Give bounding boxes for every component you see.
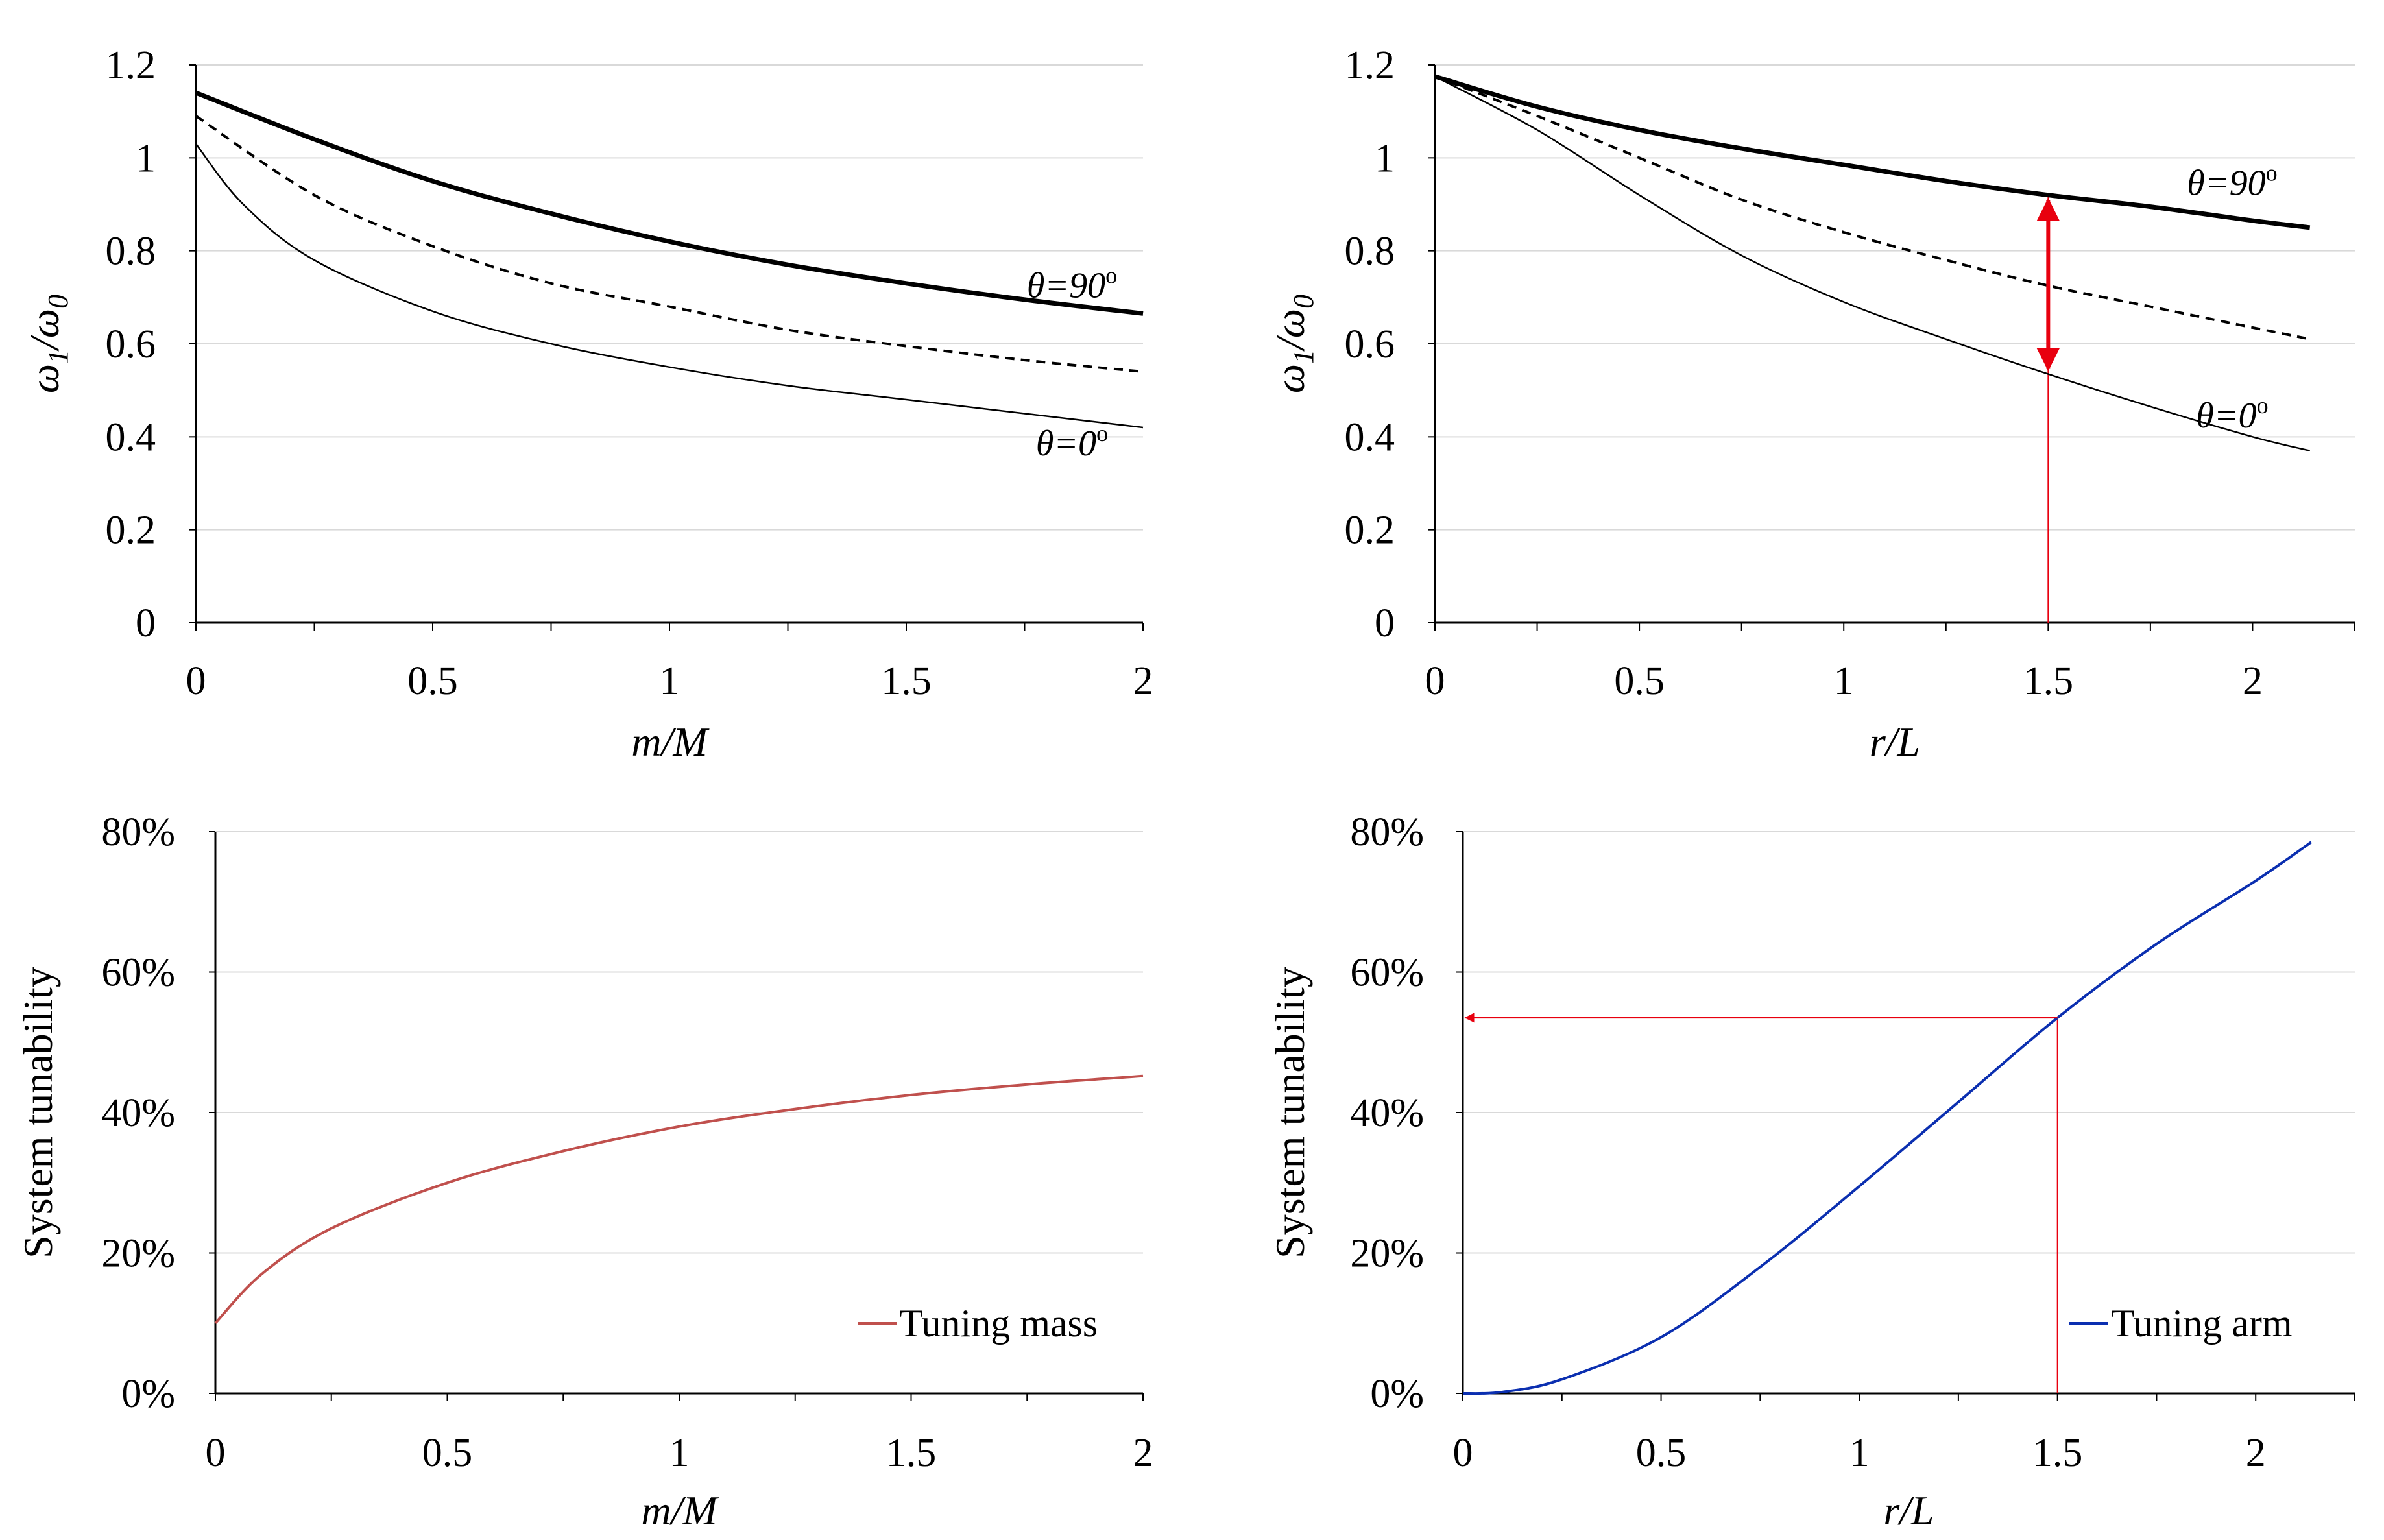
y-tick-label: 0.6 [1345, 322, 1395, 367]
x-tick-label: 1 [669, 1431, 690, 1475]
y-tick-label: 40% [1350, 1091, 1424, 1135]
y-tick-label: 40% [101, 1091, 175, 1135]
x-tick-label: 1.5 [2032, 1431, 2083, 1475]
y-tick-label: 80% [1350, 810, 1424, 854]
x-tick-label: 0 [1453, 1431, 1473, 1475]
x-tick-label: 2 [2246, 1431, 2266, 1475]
chart-panel-top-left: 0 0.2 0.4 0.6 0.8 1 1.2 0 0.5 1 1.5 2 m/M ω1/ω0 θ=90o θ… [21, 43, 1153, 765]
y-tick-label: 0% [121, 1372, 175, 1416]
x-tick-label: 0 [1425, 659, 1445, 703]
y-tick-label: 1.2 [1345, 43, 1395, 88]
x-tick-label: 0.5 [422, 1431, 473, 1475]
legend-label: Tuning mass [899, 1302, 1098, 1345]
x-tick-label: 1 [660, 659, 680, 703]
x-tick-label: 2 [2243, 659, 2263, 703]
x-tick-label: 2 [1133, 659, 1153, 703]
series-line [214, 1074, 1144, 1325]
y-tick-label: 60% [1350, 951, 1424, 995]
series-line [1434, 74, 2311, 230]
x-tick-label: 1 [1849, 1431, 1870, 1475]
x-axis-label: r/L [1870, 719, 1920, 765]
x-tick-label: 2 [1133, 1431, 1153, 1475]
x-tick-label: 0.5 [407, 659, 458, 703]
theta-annotation: θ=90o [2187, 160, 2277, 204]
y-tick-label: 0.8 [106, 230, 156, 274]
y-tick-label: 0.2 [106, 509, 156, 553]
y-axis-label: ω1/ω0 [1267, 295, 1319, 393]
series-line [195, 90, 1144, 316]
y-tick-label: 1 [136, 136, 156, 180]
y-tick-label: 1 [1375, 136, 1395, 180]
y-tick-label: 20% [101, 1232, 175, 1276]
series-line [1434, 75, 2311, 341]
y-tick-label: 0.8 [1345, 230, 1395, 274]
y-tick-label: 0.4 [106, 415, 156, 459]
y-tick-label: 0.4 [1345, 415, 1395, 459]
x-tick-label: 0.5 [1636, 1431, 1687, 1475]
series-line [195, 115, 1144, 373]
y-axis-label: System tunability [1267, 967, 1313, 1258]
y-tick-label: 0 [1375, 601, 1395, 645]
y-tick-label: 1.2 [106, 43, 156, 88]
chart-panel-bottom-right: 0% 20% 40% 60% 80% 0 0.5 1 1.5 2 r/L System tunabil… [1267, 810, 2355, 1534]
y-axis-label: System tunability [15, 967, 61, 1258]
x-axis-label: m/M [641, 1487, 719, 1534]
x-tick-label: 1.5 [886, 1431, 937, 1475]
y-tick-label: 80% [101, 810, 175, 854]
y-axis-label: ω1/ω0 [21, 295, 74, 393]
x-tick-label: 0.5 [1614, 659, 1665, 703]
theta-annotation: θ=90o [1027, 262, 1117, 306]
x-axis-label: r/L [1883, 1487, 1934, 1534]
x-tick-label: 1 [1834, 659, 1854, 703]
series-line [1434, 75, 2310, 452]
y-tick-label: 0.6 [106, 322, 156, 367]
theta-annotation: θ=0o [2196, 392, 2268, 436]
y-tick-label: 60% [101, 951, 175, 995]
legend-label: Tuning arm [2111, 1302, 2293, 1345]
chart-panel-top-right: 0 0.2 0.4 0.6 0.8 1 1.2 0 0.5 1 1.5 2 r/L ω1/ω0 θ=90o θ… [1267, 43, 2355, 765]
y-tick-label: 0% [1370, 1372, 1424, 1416]
series-line [1462, 841, 2312, 1395]
x-tick-label: 1.5 [881, 659, 932, 703]
x-axis-label: m/M [631, 719, 710, 765]
y-tick-label: 20% [1350, 1232, 1424, 1276]
x-tick-label: 0 [186, 659, 206, 703]
y-tick-label: 0 [136, 601, 156, 645]
theta-annotation: θ=0o [1036, 420, 1108, 464]
series-line [195, 143, 1144, 429]
chart-panel-bottom-left: 0% 20% 40% 60% 80% 0 0.5 1 1.5 2 m/M System tunabil… [15, 810, 1153, 1534]
x-tick-label: 1.5 [2023, 659, 2074, 703]
x-tick-label: 0 [206, 1431, 226, 1475]
y-tick-label: 0.2 [1345, 509, 1395, 553]
